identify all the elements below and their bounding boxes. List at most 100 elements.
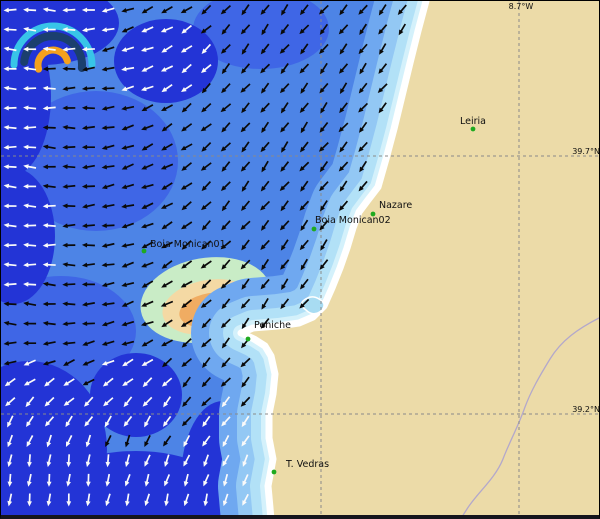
vector-arrow [338,122,349,133]
vector-arrow [221,416,231,427]
arrow-head [181,165,187,171]
ocean-accent-patches [1,1,329,386]
arrow-head [222,441,228,447]
vector-arrow [124,434,131,448]
arrow-head [299,68,305,74]
arrow-head [379,49,384,55]
vector-arrow [203,493,209,507]
vector-arrow [359,23,368,36]
vector-arrow [338,63,349,74]
arrow-head [81,301,88,307]
land-area [241,1,599,515]
arrow-head [281,9,286,16]
arrow-head [358,9,364,15]
arrow-head [161,126,168,132]
arrow-head [338,205,345,211]
arrow-head [221,127,227,133]
arrow-head [101,282,108,288]
vector-arrow [141,85,154,92]
arrow-head [241,186,247,192]
vector-arrow [141,261,154,268]
vector-arrow [42,281,56,287]
arrow-head [62,7,68,13]
vector-arrow [42,164,56,170]
arrow-head [180,185,187,190]
vector-arrow [23,86,37,91]
vector-arrow [62,223,76,229]
arrow-head [3,164,9,170]
arrow-head [85,500,91,507]
vector-arrow [101,105,115,111]
vector-arrow [23,378,36,386]
vector-arrow [3,203,17,209]
vector-arrow [161,44,173,53]
arrow-head [160,204,167,209]
arrow-head [121,86,128,92]
vector-arrow [358,102,369,113]
arrow-head [201,342,207,348]
vector-arrow [142,396,153,407]
arrow-head [121,165,128,170]
arrow-head [260,244,266,250]
vector-arrow [141,26,154,33]
arrow-head [23,46,29,52]
vector-arrow [182,396,192,407]
arrow-head [3,282,9,287]
arrow-head [240,361,246,368]
vector-arrow [339,82,348,95]
vector-arrow [261,121,270,134]
vector-arrow [82,378,95,386]
arrow-head [3,27,9,32]
arrow-head [121,263,128,268]
vector-arrow [338,200,349,211]
arrow-head [27,461,32,468]
arrow-head [241,68,247,74]
arrow-head [7,500,13,507]
arrow-head [397,9,403,15]
arrow-head [161,243,167,249]
arrow-head [122,361,128,367]
vector-arrow [62,184,76,189]
place-dot [141,248,147,254]
vector-arrow [84,415,94,427]
vector-arrow [221,200,231,212]
vector-arrow [220,5,232,15]
arrow-head [200,204,207,211]
arrow-head [81,184,88,189]
arrow-head [181,126,187,132]
arrow-head [82,203,88,209]
vector-arrow [161,104,173,111]
arrow-head [23,242,29,248]
arrow-head [281,147,286,153]
arrow-head [261,29,267,36]
arrow-head [3,360,10,366]
vector-arrow [240,161,251,172]
vector-arrow [320,62,328,75]
vector-arrow [319,259,329,270]
arrow-head [200,126,207,132]
vector-arrow [81,164,95,170]
latitude-label: 39.2°N [572,405,600,414]
arrow-head [221,362,227,368]
vector-arrow [101,340,115,346]
arrow-head [46,441,52,448]
arrow-head [144,481,150,487]
ocean-dark-blob [90,353,182,437]
arrow-head [141,125,147,131]
arrow-head [221,29,227,35]
vector-arrow [63,397,75,406]
vector-arrow [200,25,212,34]
arrow-head [300,127,306,134]
arrow-head [23,223,29,229]
arrow-head [180,87,187,93]
vector-arrow [299,278,309,290]
vector-arrow [241,415,250,428]
arrow-head [81,105,88,111]
arrow-head [23,125,29,131]
arrow-head [320,107,326,114]
vector-arrow [221,396,231,408]
vector-arrow [161,241,173,249]
arrow-head [300,48,306,55]
vector-arrow [141,222,154,229]
